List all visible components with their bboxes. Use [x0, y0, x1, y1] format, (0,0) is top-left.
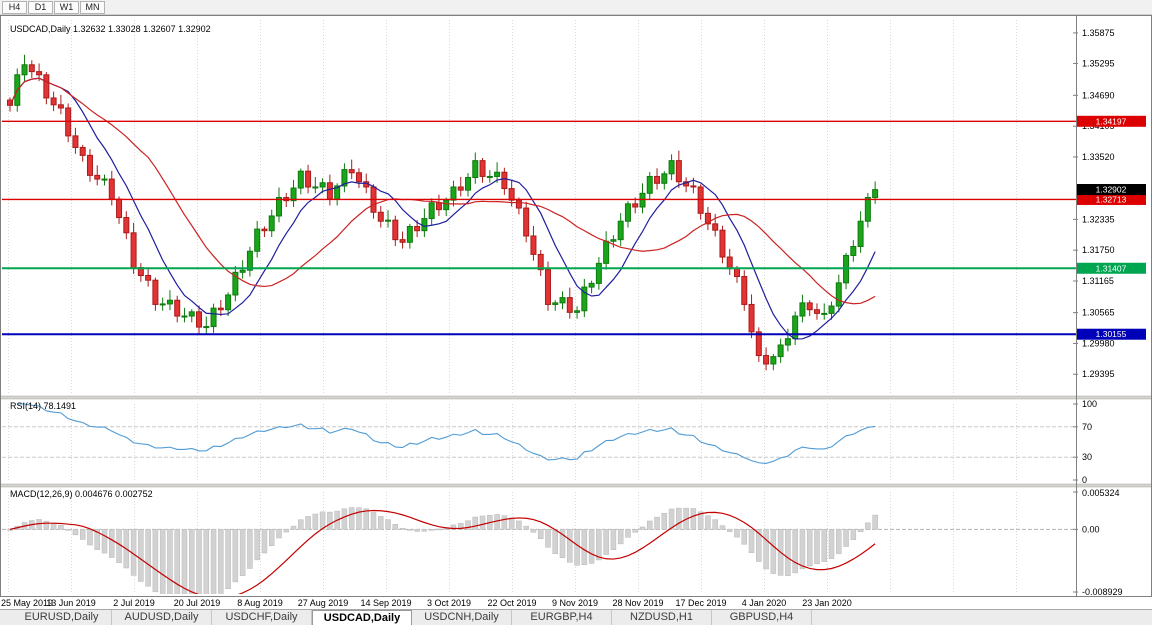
svg-text:1.34197: 1.34197 [1096, 116, 1127, 126]
svg-text:0: 0 [1082, 475, 1087, 485]
svg-text:1.32902: 1.32902 [1096, 185, 1127, 195]
ma-20-line [9, 77, 876, 305]
macd-histogram [7, 507, 878, 594]
time-axis-label: 14 Sep 2019 [360, 598, 412, 608]
time-axis-label: 22 Oct 2019 [487, 598, 537, 608]
tab-usdcnh-daily[interactable]: USDCNH,Daily [412, 610, 512, 625]
time-axis-label: 3 Oct 2019 [426, 598, 472, 608]
rsi-axis: 100 70 30 0 [1073, 399, 1097, 485]
time-axis-label: 20 Jul 2019 [173, 598, 221, 608]
svg-text:1.31165: 1.31165 [1082, 276, 1114, 286]
svg-text:1.34690: 1.34690 [1082, 90, 1115, 100]
svg-text:0.005324: 0.005324 [1082, 488, 1120, 498]
time-axis-label: 2 Jul 2019 [113, 598, 155, 608]
tab-gbpusd-h4[interactable]: GBPUSD,H4 [712, 610, 812, 625]
svg-text:1.33520: 1.33520 [1082, 152, 1115, 162]
timeframe-toolbar: H4 D1 W1 MN [0, 0, 1152, 15]
svg-text:0.00: 0.00 [1082, 524, 1100, 534]
gridlines [8, 20, 1017, 592]
timeframe-button-h4[interactable]: H4 [2, 0, 27, 14]
time-axis-label: 8 Aug 2019 [237, 598, 283, 608]
ma-8-line [9, 77, 876, 340]
timeframe-button-d1[interactable]: D1 [28, 0, 53, 14]
svg-text:70: 70 [1082, 422, 1092, 432]
macd-signal-line [9, 509, 876, 594]
panel-splitter-macd[interactable] [0, 483, 1152, 488]
time-axis-label: 25 May 2019 [1, 598, 54, 608]
time-axis-label: 27 Aug 2019 [297, 598, 349, 608]
time-axis-label: 4 Jan 2020 [741, 598, 787, 608]
time-axis-label: 9 Nov 2019 [551, 598, 599, 608]
rsi-line [17, 403, 876, 465]
price-label: 1.32902 [1077, 184, 1146, 196]
macd-indicator-label: MACD(12,26,9) 0.004676 0.002752 [10, 489, 153, 499]
time-axis-label: 17 Dec 2019 [675, 598, 727, 608]
svg-text:1.29980: 1.29980 [1082, 338, 1115, 348]
macd-axis: 0.005324 0.00 -0.008929 [1073, 488, 1123, 597]
svg-text:1.29395: 1.29395 [1082, 369, 1115, 379]
svg-text:100: 100 [1082, 399, 1097, 409]
chart-canvas[interactable]: 1.358751.352951.346901.341051.335201.323… [0, 15, 1152, 597]
tab-usdcad-daily[interactable]: USDCAD,Daily [312, 610, 412, 625]
svg-text:1.31750: 1.31750 [1082, 245, 1115, 255]
svg-text:1.35295: 1.35295 [1082, 58, 1115, 68]
tab-usdchf-daily[interactable]: USDCHF,Daily [212, 610, 312, 625]
price-label: 1.31407 [1077, 262, 1146, 274]
chart-tabs-bar: EURUSD,Daily AUDUSD,Daily USDCHF,Daily USDC… [0, 609, 1152, 625]
time-axis-label: 13 Jun 2019 [46, 598, 96, 608]
time-axis: 25 May 2019 13 Jun 2019 2 Jul 2019 20 Jul 2… [0, 597, 1152, 609]
price-label: 1.34197 [1077, 115, 1146, 127]
tab-eurusd-daily[interactable]: EURUSD,Daily [12, 610, 112, 625]
timeframe-button-w1[interactable]: W1 [54, 0, 79, 14]
tab-nzdusd-h1[interactable]: NZDUSD,H1 [612, 610, 712, 625]
timeframe-button-mn[interactable]: MN [80, 0, 105, 14]
tab-audusd-daily[interactable]: AUDUSD,Daily [112, 610, 212, 625]
svg-text:1.35875: 1.35875 [1082, 28, 1115, 38]
time-axis-label: 23 Jan 2020 [802, 598, 852, 608]
price-label: 1.32713 [1077, 193, 1146, 205]
svg-text:1.32335: 1.32335 [1082, 214, 1115, 224]
svg-text:1.30155: 1.30155 [1096, 329, 1127, 339]
svg-text:1.31407: 1.31407 [1096, 263, 1127, 273]
svg-text:-0.008929: -0.008929 [1082, 587, 1123, 597]
panel-splitter-rsi[interactable] [0, 395, 1152, 400]
svg-text:1.32713: 1.32713 [1096, 194, 1127, 204]
svg-text:30: 30 [1082, 452, 1092, 462]
tab-eurgbp-h4[interactable]: EURGBP,H4 [512, 610, 612, 625]
svg-text:1.30565: 1.30565 [1082, 308, 1115, 318]
price-label: 1.30155 [1077, 328, 1146, 340]
time-axis-label: 28 Nov 2019 [612, 598, 664, 608]
rsi-indicator-label: RSI(14) 78.1491 [10, 401, 77, 411]
chart-ohlc-header: USDCAD,Daily 1.32632 1.33028 1.32607 1.3… [10, 24, 211, 34]
